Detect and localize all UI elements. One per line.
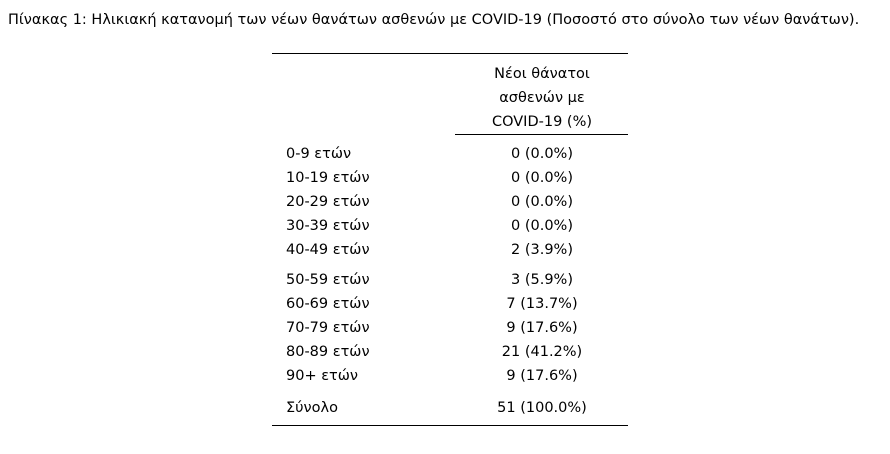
header-line: ασθενών με [499,90,585,106]
age-group-label: 50-59 ετών [286,272,370,288]
group-spacer [272,389,628,397]
table-row-total: Σύνολο 51 (100.0%) [272,397,628,425]
deaths-value: 2 (3.9%) [511,242,573,258]
deaths-value: 0 (0.0%) [511,146,573,162]
table-body: 0-9 ετών 0 (0.0%) 10-19 ετών 0 (0.0%) 20… [272,135,628,425]
table-row: 50-59 ετών 3 (5.9%) [272,269,628,293]
table-row: 20-29 ετών 0 (0.0%) [272,191,628,215]
deaths-value: 9 (17.6%) [506,368,578,384]
total-label: Σύνολο [286,400,338,416]
age-group-label: 40-49 ετών [286,242,370,258]
age-group-label: 30-39 ετών [286,218,370,234]
table-row: 60-69 ετών 7 (13.7%) [272,293,628,317]
header-line: COVID-19 (%) [491,114,593,130]
table-caption: Πίνακας 1: Ηλικιακή κατανομή των νέων θα… [8,12,860,28]
table-row: 40-49 ετών 2 (3.9%) [272,239,628,263]
deaths-value: 3 (5.9%) [511,272,573,288]
deaths-value: 7 (13.7%) [506,296,578,312]
deaths-value: 21 (41.2%) [501,344,583,360]
age-group-label: 70-79 ετών [286,320,370,336]
column-header-new-deaths: Νέοι θάνατοι ασθενών με COVID-19 (%) [456,62,628,134]
deaths-value: 0 (0.0%) [511,218,573,234]
table-row: 90+ ετών 9 (17.6%) [272,365,628,389]
age-group-label: 80-89 ετών [286,344,370,360]
header-rule [455,134,628,135]
age-distribution-table: Νέοι θάνατοι ασθενών με COVID-19 (%) 0-9… [272,53,628,426]
table-header: Νέοι θάνατοι ασθενών με COVID-19 (%) [272,54,628,135]
age-group-label: 20-29 ετών [286,194,370,210]
age-group-label: 60-69 ετών [286,296,370,312]
table-row: 30-39 ετών 0 (0.0%) [272,215,628,239]
deaths-value: 0 (0.0%) [511,194,573,210]
header-line: Νέοι θάνατοι [494,66,590,82]
table-row: 0-9 ετών 0 (0.0%) [272,143,628,167]
total-value: 51 (100.0%) [497,400,587,416]
table-row: 10-19 ετών 0 (0.0%) [272,167,628,191]
table-row: 70-79 ετών 9 (17.6%) [272,317,628,341]
age-group-label: 10-19 ετών [286,170,370,186]
age-group-label: 0-9 ετών [286,146,352,162]
age-group-label: 90+ ετών [286,368,359,384]
deaths-value: 9 (17.6%) [506,320,578,336]
table-row: 80-89 ετών 21 (41.2%) [272,341,628,365]
deaths-value: 0 (0.0%) [511,170,573,186]
